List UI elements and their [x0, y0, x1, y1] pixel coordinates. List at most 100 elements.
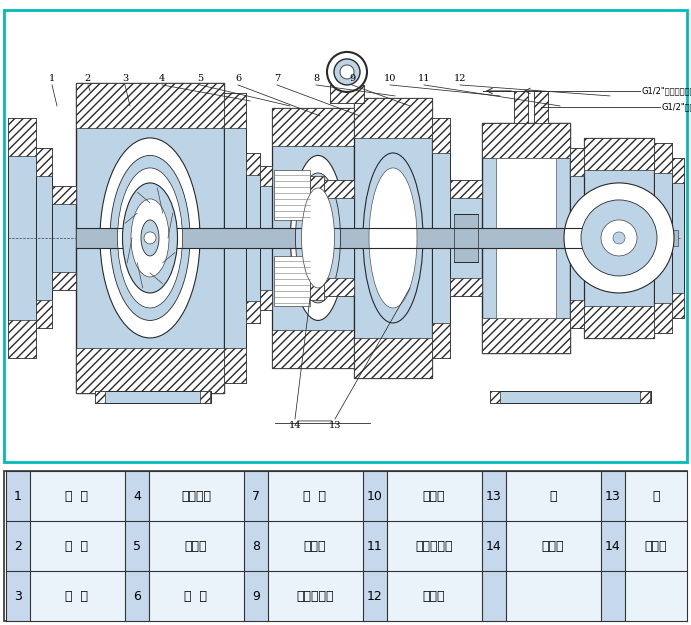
Circle shape: [340, 65, 354, 79]
Circle shape: [613, 232, 625, 244]
Bar: [534, 91, 548, 123]
Ellipse shape: [110, 156, 190, 321]
Bar: [654, 143, 672, 333]
Text: 5: 5: [197, 74, 203, 83]
Bar: [272, 108, 354, 146]
Bar: [200, 391, 210, 403]
Bar: [76, 228, 646, 248]
Bar: [672, 293, 684, 318]
Bar: [8, 118, 36, 358]
Text: G1/2"冷却进水接管: G1/2"冷却进水接管: [662, 102, 691, 111]
Text: 轴承体: 轴承体: [304, 540, 326, 552]
Text: 轴: 轴: [652, 490, 660, 503]
Bar: [200, 391, 210, 403]
Bar: [506, 471, 601, 621]
Text: 14: 14: [486, 540, 502, 552]
Bar: [125, 471, 149, 621]
Text: 7: 7: [274, 74, 280, 83]
Bar: [36, 300, 52, 328]
Bar: [640, 391, 650, 403]
Bar: [260, 166, 272, 186]
Bar: [454, 214, 478, 262]
Bar: [672, 158, 684, 183]
Text: 10: 10: [367, 490, 383, 503]
Ellipse shape: [301, 188, 334, 288]
Bar: [387, 471, 482, 621]
Bar: [52, 186, 76, 204]
Bar: [432, 118, 450, 153]
Text: 13: 13: [486, 490, 502, 503]
Bar: [36, 148, 52, 176]
Bar: [95, 391, 105, 403]
Bar: [354, 338, 432, 378]
Bar: [432, 118, 450, 358]
Bar: [76, 83, 224, 393]
Bar: [432, 323, 450, 358]
Bar: [491, 391, 651, 403]
Ellipse shape: [290, 156, 346, 321]
Bar: [330, 85, 364, 103]
Bar: [224, 93, 246, 128]
Bar: [338, 71, 356, 85]
Bar: [640, 391, 650, 403]
Bar: [272, 330, 354, 368]
Text: 12: 12: [367, 589, 383, 602]
Bar: [482, 318, 570, 353]
Bar: [482, 471, 506, 621]
Bar: [625, 471, 687, 621]
Text: 1: 1: [49, 74, 55, 83]
Text: 后密封环: 后密封环: [181, 490, 211, 503]
Text: G1/2"冷却出水接管: G1/2"冷却出水接管: [642, 86, 691, 96]
Bar: [76, 83, 224, 128]
Text: 14: 14: [605, 540, 621, 552]
Bar: [496, 158, 556, 318]
Text: 9: 9: [252, 589, 260, 602]
Text: 隔离套: 隔离套: [423, 490, 445, 503]
Text: 冷却箱: 冷却箱: [423, 589, 445, 602]
Bar: [149, 471, 244, 621]
Ellipse shape: [363, 153, 423, 323]
Bar: [310, 176, 324, 300]
Bar: [584, 306, 654, 338]
Bar: [260, 290, 272, 310]
Bar: [330, 85, 364, 103]
Bar: [363, 471, 387, 621]
Bar: [646, 230, 678, 246]
Bar: [450, 278, 482, 296]
Bar: [672, 158, 684, 318]
Bar: [570, 148, 584, 328]
Text: 11: 11: [418, 74, 430, 83]
Bar: [570, 300, 584, 328]
Bar: [246, 153, 260, 175]
Bar: [324, 278, 354, 296]
Bar: [244, 471, 268, 621]
Text: 止推环: 止推环: [184, 540, 207, 552]
Bar: [52, 186, 76, 290]
Bar: [30, 471, 125, 621]
Text: 内磁钢总成: 内磁钢总成: [415, 540, 453, 552]
Bar: [6, 522, 687, 571]
Bar: [8, 320, 36, 358]
Bar: [246, 301, 260, 323]
Circle shape: [327, 52, 367, 92]
Text: 13: 13: [329, 421, 341, 430]
Text: 联接架: 联接架: [645, 540, 668, 552]
Text: 8: 8: [313, 74, 319, 83]
Text: 叶  轮: 叶 轮: [66, 589, 88, 602]
Text: 2: 2: [14, 540, 22, 552]
Text: 轴  承: 轴 承: [184, 589, 207, 602]
Bar: [570, 148, 584, 176]
Bar: [482, 123, 570, 158]
Ellipse shape: [100, 138, 200, 338]
Bar: [584, 138, 654, 170]
Text: 9: 9: [349, 74, 355, 83]
Bar: [246, 153, 260, 323]
Bar: [450, 180, 482, 198]
Bar: [310, 176, 324, 196]
Circle shape: [144, 232, 156, 244]
Bar: [6, 572, 687, 621]
Text: 外磁钢总成: 外磁钢总成: [296, 589, 334, 602]
Ellipse shape: [369, 168, 417, 308]
Text: 4: 4: [133, 490, 141, 503]
Bar: [224, 93, 246, 383]
